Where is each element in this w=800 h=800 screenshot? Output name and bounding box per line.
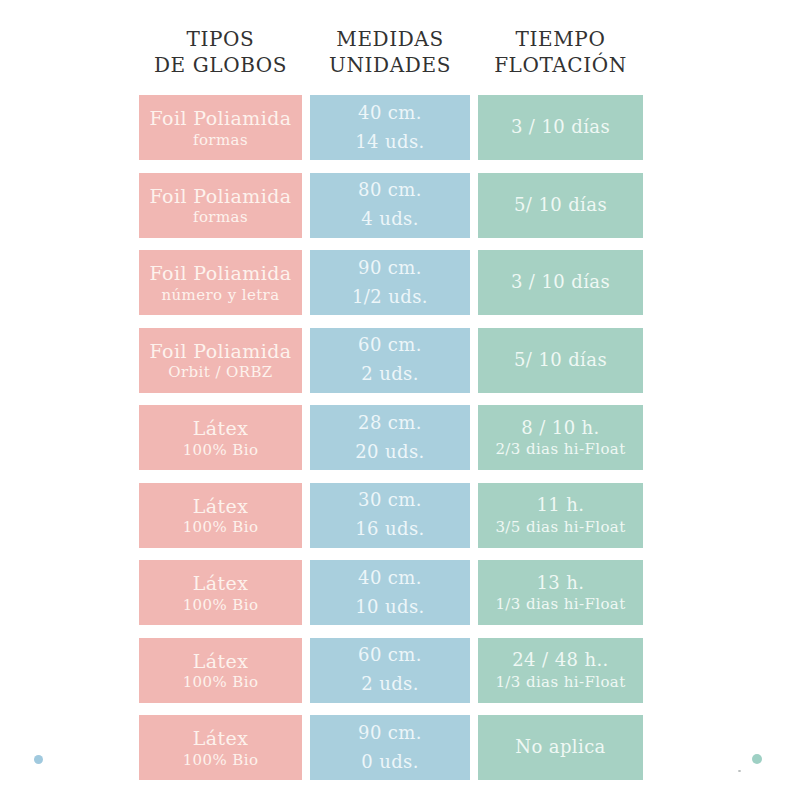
measure-size: 28 cm. (358, 409, 422, 438)
float-time-cell: 24 / 48 h.. 1/3 dias hi-Float (478, 638, 643, 703)
measure-units: 2 uds. (361, 670, 419, 699)
balloon-type-cell: Látex 100% Bio (139, 405, 302, 470)
measure-size: 40 cm. (358, 99, 422, 128)
balloon-type-detail: 100% Bio (183, 518, 259, 536)
decorative-dot-teal (752, 754, 762, 764)
decorative-speck (738, 770, 741, 772)
measure-units-cell: 90 cm. 0 uds. (310, 715, 470, 780)
measure-size: 90 cm. (358, 719, 422, 748)
measure-units: 14 uds. (355, 128, 425, 157)
balloon-type-name: Látex (193, 649, 249, 674)
measure-units-cell: 90 cm. 1/2 uds. (310, 250, 470, 315)
measure-units-cell: 60 cm. 2 uds. (310, 638, 470, 703)
balloon-type-cell: Látex 100% Bio (139, 483, 302, 548)
header-balloon-types: TIPOS DE GLOBOS (139, 26, 302, 78)
header-line: DE GLOBOS (139, 52, 302, 78)
table-grid: Foil Poliamida formas 40 cm. 14 uds. 3 /… (139, 95, 643, 780)
measure-size: 30 cm. (358, 486, 422, 515)
float-time: 8 / 10 h. (521, 416, 600, 440)
measure-units-cell: 40 cm. 14 uds. (310, 95, 470, 160)
measure-units: 2 uds. (361, 360, 419, 389)
float-time-detail: 3/5 dias hi-Float (495, 518, 625, 537)
float-time: No aplica (515, 735, 606, 759)
float-time-detail: 1/3 dias hi-Float (495, 595, 625, 614)
balloon-type-name: Foil Poliamida (150, 261, 292, 286)
balloon-type-name: Látex (193, 494, 249, 519)
float-time: 3 / 10 días (511, 270, 610, 294)
float-time-cell: No aplica (478, 715, 643, 780)
balloon-type-detail: formas (193, 131, 248, 149)
balloon-type-name: Látex (193, 416, 249, 441)
measure-units-cell: 60 cm. 2 uds. (310, 328, 470, 393)
header-line: TIPOS (139, 26, 302, 52)
float-time-cell: 5/ 10 días (478, 173, 643, 238)
balloon-type-detail: 100% Bio (183, 441, 259, 459)
balloon-type-detail: número y letra (161, 286, 279, 304)
float-time: 24 / 48 h.. (512, 648, 608, 672)
measure-units-cell: 28 cm. 20 uds. (310, 405, 470, 470)
float-time-cell: 3 / 10 días (478, 95, 643, 160)
balloon-type-name: Foil Poliamida (150, 184, 292, 209)
float-time-cell: 5/ 10 días (478, 328, 643, 393)
measure-size: 60 cm. (358, 331, 422, 360)
measure-units-cell: 40 cm. 10 uds. (310, 560, 470, 625)
header-float-time: TIEMPO FLOTACIÓN (478, 26, 643, 78)
balloon-float-table: TIPOS DE GLOBOS MEDIDAS UNIDADES TIEMPO … (0, 0, 800, 800)
measure-units: 20 uds. (355, 438, 425, 467)
float-time-detail: 2/3 dias hi-Float (495, 440, 625, 459)
float-time-cell: 11 h. 3/5 dias hi-Float (478, 483, 643, 548)
float-time: 5/ 10 días (514, 193, 607, 217)
column-headers: TIPOS DE GLOBOS MEDIDAS UNIDADES TIEMPO … (139, 26, 643, 78)
measure-units: 10 uds. (355, 593, 425, 622)
header-line: UNIDADES (310, 52, 470, 78)
header-sizes-units: MEDIDAS UNIDADES (310, 26, 470, 78)
balloon-type-cell: Látex 100% Bio (139, 638, 302, 703)
balloon-type-detail: 100% Bio (183, 751, 259, 769)
balloon-type-name: Foil Poliamida (150, 106, 292, 131)
float-time-detail: 1/3 dias hi-Float (495, 673, 625, 692)
measure-units: 0 uds. (361, 748, 419, 777)
decorative-dot-blue (34, 755, 43, 764)
balloon-type-name: Látex (193, 726, 249, 751)
measure-units: 16 uds. (355, 515, 425, 544)
measure-units: 4 uds. (361, 205, 419, 234)
balloon-type-detail: 100% Bio (183, 673, 259, 691)
header-line: FLOTACIÓN (478, 52, 643, 78)
measure-size: 40 cm. (358, 564, 422, 593)
balloon-type-cell: Foil Poliamida número y letra (139, 250, 302, 315)
float-time: 11 h. (537, 493, 585, 517)
float-time-cell: 8 / 10 h. 2/3 dias hi-Float (478, 405, 643, 470)
measure-units: 1/2 uds. (352, 283, 428, 312)
header-line: TIEMPO (478, 26, 643, 52)
balloon-type-cell: Látex 100% Bio (139, 560, 302, 625)
float-time-cell: 13 h. 1/3 dias hi-Float (478, 560, 643, 625)
balloon-type-detail: formas (193, 208, 248, 226)
float-time: 13 h. (537, 571, 585, 595)
measure-size: 60 cm. (358, 641, 422, 670)
measure-units-cell: 30 cm. 16 uds. (310, 483, 470, 548)
float-time-cell: 3 / 10 días (478, 250, 643, 315)
balloon-type-name: Látex (193, 571, 249, 596)
balloon-type-cell: Foil Poliamida Orbit / ORBZ (139, 328, 302, 393)
balloon-type-cell: Foil Poliamida formas (139, 95, 302, 160)
balloon-type-cell: Látex 100% Bio (139, 715, 302, 780)
float-time: 3 / 10 días (511, 115, 610, 139)
measure-size: 90 cm. (358, 254, 422, 283)
balloon-type-detail: Orbit / ORBZ (168, 363, 272, 381)
measure-units-cell: 80 cm. 4 uds. (310, 173, 470, 238)
balloon-type-name: Foil Poliamida (150, 339, 292, 364)
measure-size: 80 cm. (358, 176, 422, 205)
balloon-type-detail: 100% Bio (183, 596, 259, 614)
header-line: MEDIDAS (310, 26, 470, 52)
balloon-type-cell: Foil Poliamida formas (139, 173, 302, 238)
float-time: 5/ 10 días (514, 348, 607, 372)
